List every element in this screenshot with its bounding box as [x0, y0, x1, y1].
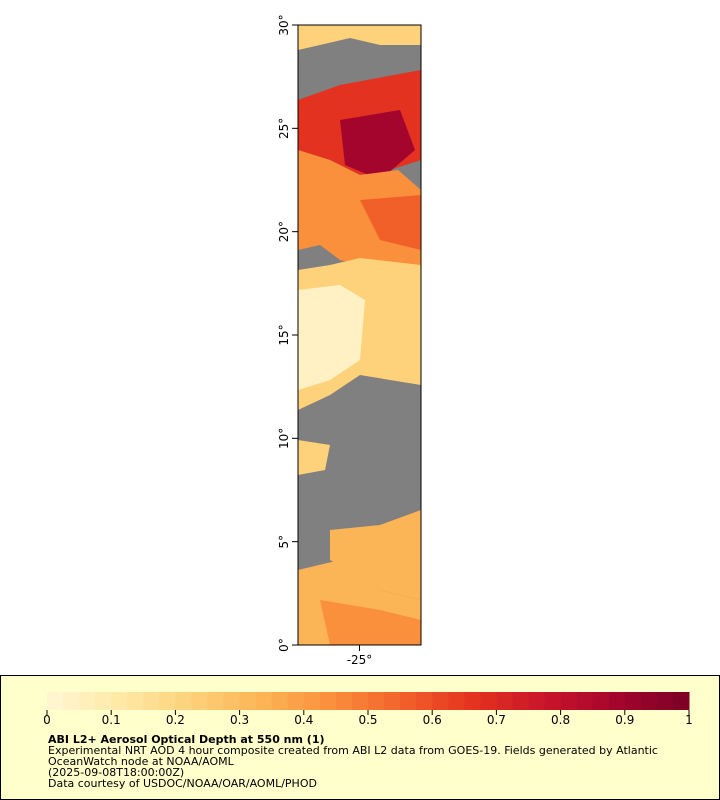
colorbar-tick-label: 0: [43, 713, 51, 727]
colorbar-cell: [111, 692, 128, 710]
colorbar-cell: [448, 692, 465, 710]
colorbar-cell: [175, 692, 192, 710]
colorbar-tick-label: 0.6: [423, 713, 442, 727]
colorbar-cell: [576, 692, 594, 710]
colorbar-tick-label: 0.7: [487, 713, 506, 727]
legend-title: ABI L2+ Aerosol Optical Depth at 550 nm …: [48, 733, 325, 746]
colorbar-cell: [464, 692, 481, 710]
map-image: [298, 25, 421, 645]
colorbar-cell: [255, 692, 273, 710]
colorbar-tick-label: 0.3: [230, 713, 249, 727]
colorbar-cell: [368, 692, 385, 710]
y-tick-label: 0°: [277, 638, 291, 652]
colorbar-tick-label: 1: [685, 713, 693, 727]
colorbar-cell: [271, 692, 289, 710]
colorbar-cell: [303, 692, 321, 710]
colorbar-cell: [480, 692, 497, 710]
colorbar-cell: [95, 692, 112, 710]
y-tick-label: 30°: [277, 14, 291, 35]
colorbar-cell: [608, 692, 626, 710]
colorbar-cell: [191, 692, 208, 710]
colorbar-cell: [640, 692, 658, 710]
legend-line: OceanWatch node at NOAA/AOML: [48, 755, 235, 768]
colorbar-cell: [287, 692, 305, 710]
colorbar-tick-label: 0.1: [102, 713, 121, 727]
colorbar-cell: [672, 692, 690, 710]
colorbar-cell: [656, 692, 674, 710]
y-tick-label: 15°: [277, 324, 291, 345]
y-tick-label: 5°: [277, 535, 291, 549]
y-tick-label: 25°: [277, 118, 291, 139]
colorbar-cell: [79, 692, 96, 710]
legend-line: Experimental NRT AOD 4 hour composite cr…: [48, 744, 658, 757]
colorbar-cell: [47, 692, 64, 710]
colorbar-cell: [223, 692, 241, 710]
colorbar-cell: [496, 692, 513, 710]
colorbar-cell: [528, 692, 546, 710]
x-tick-label: -25°: [347, 653, 373, 667]
colorbar-cell: [319, 692, 337, 710]
colorbar-cell: [432, 692, 449, 710]
colorbar-cell: [384, 692, 401, 710]
colorbar-cell: [335, 692, 353, 710]
colorbar-cell: [512, 692, 529, 710]
colorbar-tick-label: 0.2: [166, 713, 185, 727]
legend-line: (2025-09-08T18:00:00Z): [48, 766, 184, 779]
colorbar-cell: [351, 692, 369, 710]
colorbar-cell: [592, 692, 610, 710]
y-tick-label: 20°: [277, 221, 291, 242]
colorbar-cell: [400, 692, 417, 710]
colorbar-cell: [159, 692, 176, 710]
colorbar-tick-label: 0.8: [551, 713, 570, 727]
colorbar-cell: [544, 692, 562, 710]
colorbar-tick-label: 0.4: [294, 713, 313, 727]
colorbar-cell: [127, 692, 144, 710]
colorbar-cell: [416, 692, 433, 710]
colorbar-tick-label: 0.5: [358, 713, 377, 727]
colorbar-cell: [207, 692, 225, 710]
colorbar-cell: [239, 692, 257, 710]
colorbar-tick-label: 0.9: [615, 713, 634, 727]
colorbar-cell: [143, 692, 160, 710]
colorbar-cell: [63, 692, 80, 710]
y-tick-label: 10°: [277, 428, 291, 449]
colorbar-cell: [624, 692, 642, 710]
legend-line: Data courtesy of USDOC/NOAA/OAR/AOML/PHO…: [48, 777, 317, 790]
colorbar-cell: [560, 692, 578, 710]
